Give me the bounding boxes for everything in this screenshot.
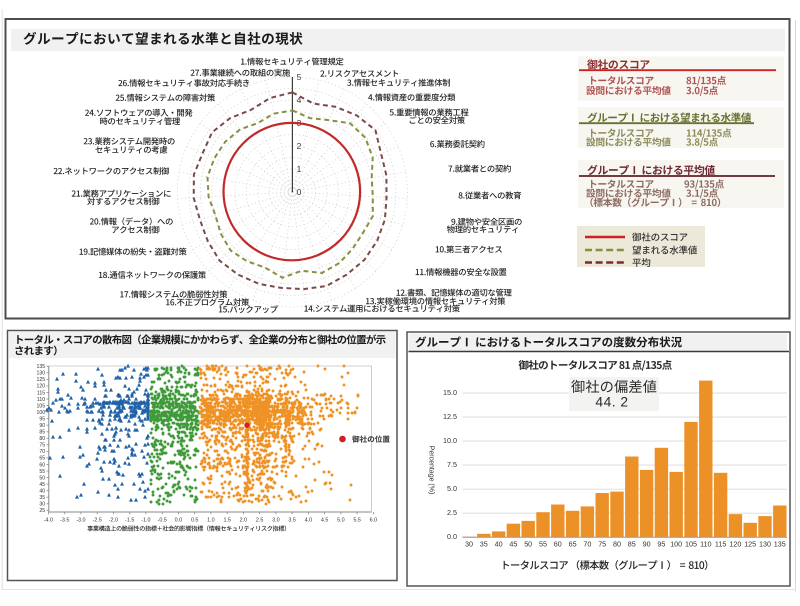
svg-text:0: 0 — [297, 187, 302, 197]
svg-text:35: 35 — [480, 540, 488, 549]
svg-text:110: 110 — [37, 397, 45, 403]
svg-text:55: 55 — [539, 540, 547, 549]
svg-text:12.5: 12.5 — [443, 412, 457, 421]
svg-text:7.5: 7.5 — [447, 460, 457, 469]
svg-text:44. 2: 44. 2 — [595, 395, 628, 410]
svg-text:30: 30 — [39, 502, 45, 508]
svg-text:4.5: 4.5 — [321, 517, 329, 523]
svg-text:0.0: 0.0 — [175, 517, 183, 523]
svg-text:-2.5: -2.5 — [93, 517, 102, 523]
svg-text:105: 105 — [685, 540, 697, 549]
svg-text:125: 125 — [744, 540, 756, 549]
svg-text:2: 2 — [297, 141, 302, 151]
svg-text:80: 80 — [613, 540, 621, 549]
svg-text:35: 35 — [39, 495, 45, 501]
svg-text:1.5: 1.5 — [223, 517, 231, 523]
svg-text:30: 30 — [465, 540, 473, 549]
svg-text:5.0: 5.0 — [447, 484, 457, 493]
svg-text:120: 120 — [37, 384, 46, 390]
svg-text:40: 40 — [495, 540, 503, 549]
svg-text:3.5: 3.5 — [288, 517, 296, 523]
svg-text:2.5: 2.5 — [256, 517, 264, 523]
svg-text:135: 135 — [774, 540, 786, 549]
svg-text:2.5: 2.5 — [447, 508, 457, 517]
svg-text:95: 95 — [657, 540, 665, 549]
svg-text:95: 95 — [39, 417, 45, 423]
svg-text:60: 60 — [554, 540, 562, 549]
svg-text:5: 5 — [297, 72, 302, 82]
svg-text:115: 115 — [37, 390, 45, 396]
svg-text:65: 65 — [39, 456, 45, 462]
svg-text:0.5: 0.5 — [191, 517, 199, 523]
svg-text:-2.0: -2.0 — [109, 517, 118, 523]
svg-text:125: 125 — [37, 377, 46, 383]
svg-text:130: 130 — [37, 371, 46, 377]
svg-text:90: 90 — [643, 540, 651, 549]
svg-text:0.0: 0.0 — [447, 532, 457, 541]
svg-text:90: 90 — [39, 423, 45, 429]
svg-text:135: 135 — [37, 364, 46, 370]
svg-text:45: 45 — [39, 482, 45, 488]
svg-text:105: 105 — [37, 403, 46, 409]
svg-text:10.0: 10.0 — [443, 436, 457, 445]
svg-text:40: 40 — [39, 489, 45, 495]
svg-text:25: 25 — [39, 508, 45, 514]
svg-text:100: 100 — [670, 540, 682, 549]
svg-text:85: 85 — [628, 540, 636, 549]
svg-text:75: 75 — [39, 443, 45, 449]
svg-text:-3.0: -3.0 — [76, 517, 85, 523]
svg-text:1: 1 — [297, 164, 302, 174]
svg-text:50: 50 — [39, 475, 45, 481]
svg-text:70: 70 — [583, 540, 591, 549]
svg-text:Percentage (%): Percentage (%) — [428, 446, 435, 495]
svg-text:55: 55 — [39, 469, 45, 475]
svg-text:130: 130 — [759, 540, 771, 549]
svg-text:-1.5: -1.5 — [125, 517, 134, 523]
svg-text:80: 80 — [39, 436, 45, 442]
svg-text:115: 115 — [715, 540, 726, 549]
svg-text:5.5: 5.5 — [353, 517, 361, 523]
svg-text:100: 100 — [37, 410, 46, 416]
svg-text:4: 4 — [297, 95, 302, 105]
svg-text:2.0: 2.0 — [240, 517, 248, 523]
svg-text:75: 75 — [598, 540, 606, 549]
svg-text:60: 60 — [39, 462, 45, 468]
svg-text:4.0: 4.0 — [305, 517, 313, 523]
svg-text:50: 50 — [524, 540, 532, 549]
svg-text:85: 85 — [39, 430, 45, 436]
svg-text:45: 45 — [509, 540, 517, 549]
svg-text:-3.5: -3.5 — [60, 517, 69, 523]
svg-text:-4.0: -4.0 — [44, 517, 53, 523]
svg-text:70: 70 — [39, 449, 45, 455]
svg-text:6.0: 6.0 — [370, 517, 378, 523]
svg-text:1.0: 1.0 — [207, 517, 215, 523]
svg-text:15.0: 15.0 — [443, 388, 457, 397]
svg-text:5.0: 5.0 — [337, 517, 345, 523]
svg-text:120: 120 — [729, 540, 741, 549]
svg-text:3.0: 3.0 — [272, 517, 280, 523]
svg-text:110: 110 — [700, 540, 711, 549]
svg-text:-1.0: -1.0 — [141, 517, 150, 523]
svg-text:-0.5: -0.5 — [158, 517, 167, 523]
svg-text:65: 65 — [569, 540, 577, 549]
